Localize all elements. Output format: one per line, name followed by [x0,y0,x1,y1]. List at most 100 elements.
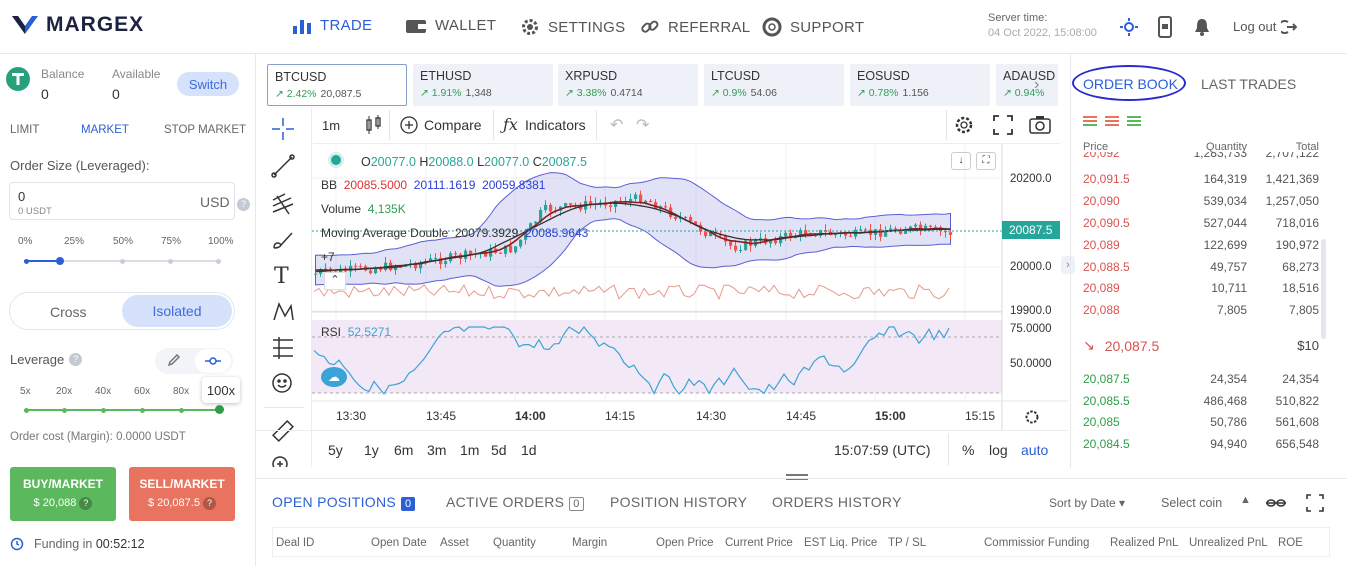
fullscreen-icon[interactable] [993,115,1013,138]
expand-panel-icon[interactable]: › [1061,256,1075,274]
range-6m[interactable]: 6m [394,442,414,458]
ticker-ltcusd[interactable]: LTCUSD ↗ 0.9% 54.06 [704,64,844,106]
pencil-icon[interactable] [167,353,181,370]
drag-handle-icon[interactable] [786,474,808,480]
sun-icon[interactable] [1120,18,1138,39]
tab-stop-market[interactable]: STOP MARKET [164,124,247,136]
log-toggle[interactable]: log [989,442,1008,458]
help-icon[interactable]: ? [69,353,83,366]
range-1d[interactable]: 1d [521,442,537,458]
logout-button[interactable]: Log out [1233,19,1298,34]
percent-slider[interactable] [24,256,221,265]
column-header[interactable]: Current Price [725,537,793,549]
help-icon[interactable]: ? [237,196,250,211]
tab-last-trades[interactable]: LAST TRADES [1201,76,1297,92]
sort-dropdown[interactable]: Sort by Date ▾ [1049,496,1126,510]
link-chain-icon[interactable] [1266,497,1286,511]
cross-option[interactable]: Cross [50,304,87,320]
fullscreen-icon[interactable] [1306,494,1324,515]
sell-market-button[interactable]: SELL/MARKET $ 20,087.5 ? [129,467,235,521]
view-bids-icon[interactable] [1127,116,1141,126]
interval-select[interactable]: 1m [322,118,341,133]
column-header[interactable]: Quantity [493,537,536,549]
ask-row[interactable]: 20,090 539,034 1,257,050 [1083,194,1319,208]
auto-toggle[interactable]: auto [1021,442,1049,458]
bid-row[interactable]: 20,085.5 486,468 510,822 [1083,394,1319,408]
undo-icon[interactable]: ↶ [610,117,624,134]
range-5y[interactable]: 5y [328,442,343,458]
utc-clock[interactable]: 15:07:59 (UTC) [834,442,931,458]
price-chart[interactable] [312,144,1068,430]
nav-settings[interactable]: SETTINGS [520,17,625,37]
column-header[interactable]: TP / SL [888,537,927,549]
chevron-right-icon[interactable]: › [1034,76,1040,93]
ask-row[interactable]: 20,088 7,805 7,805 [1083,303,1319,317]
ticker-btcusd[interactable]: BTCUSD ↗ 2.42% 20,087.5 [267,64,407,106]
tab-open-positions[interactable]: OPEN POSITIONS 0 [272,494,416,511]
ruler-icon[interactable] [271,419,295,446]
tab-market[interactable]: MARKET [81,124,129,136]
column-header[interactable]: Open Date [371,537,427,549]
column-header[interactable]: Margin [572,537,608,549]
more-indicators[interactable]: +7 [321,250,335,264]
ticker-eosusd[interactable]: EOSUSD ↗ 0.78% 1.156 [850,64,990,106]
ask-row[interactable]: 20,091.5 164,319 1,421,369 [1083,172,1319,186]
select-coin-dropdown[interactable]: Select coin [1161,496,1223,510]
leverage-slider[interactable] [24,405,224,414]
nav-trade[interactable]: TRADE [292,17,372,34]
range-1y[interactable]: 1y [364,442,379,458]
ask-row[interactable]: 20,090.5 527,044 718,016 [1083,216,1319,230]
compare-button[interactable]: Compare [400,116,482,134]
measure-icon[interactable] [271,336,295,363]
leverage-slider-handle[interactable] [215,405,224,414]
nav-referral[interactable]: REFERRAL [640,17,750,37]
isolated-option[interactable]: Isolated [122,295,232,327]
order-size-input[interactable]: 0 0 USDT USD [9,182,235,220]
emoji-icon[interactable] [271,372,293,397]
bell-icon[interactable] [1193,17,1211,40]
collapse-icon[interactable]: ⌃ [324,272,346,290]
axis-settings-icon[interactable] [1024,409,1040,428]
chart-settings-icon[interactable] [954,115,974,138]
redo-icon[interactable]: ↷ [636,117,650,134]
buy-market-button[interactable]: BUY/MARKET $ 20,088 ? [10,467,116,521]
column-header[interactable]: Asset [440,537,469,549]
view-both-icon[interactable] [1083,116,1097,126]
percent-slider-handle[interactable] [56,256,64,265]
percent-toggle[interactable]: % [962,442,975,458]
nav-support[interactable]: SUPPORT [762,17,864,37]
tab-active-orders[interactable]: ACTIVE ORDERS 0 [446,494,584,511]
logo[interactable]: MARGEX [10,12,144,38]
column-header[interactable]: Commissior Funding [984,537,1090,549]
cloud-icon[interactable]: ☁ [321,367,347,387]
view-asks-icon[interactable] [1105,116,1119,126]
column-header[interactable]: Unrealized PnL [1189,537,1268,549]
candles-icon[interactable] [365,115,383,138]
pattern-icon[interactable] [271,300,295,327]
ask-row[interactable]: 20,088.5 49,757 68,273 [1083,260,1319,274]
trendline-icon[interactable] [271,154,295,181]
column-header[interactable]: ROE [1278,537,1303,549]
tab-limit[interactable]: LIMIT [10,124,40,136]
column-header[interactable]: Open Price [656,537,714,549]
ticker-ethusd[interactable]: ETHUSD ↗ 1.91% 1,348 [413,64,553,106]
ask-row[interactable]: 20,089 10,711 18,516 [1083,281,1319,295]
switch-button[interactable]: Switch [177,72,239,96]
expand-icon[interactable]: ⛶ [976,152,996,170]
column-header[interactable]: Deal ID [276,537,315,549]
range-1m[interactable]: 1m [460,442,480,458]
mobile-icon[interactable] [1158,16,1172,41]
ask-row[interactable]: 20,092 1,283,733 2,707,122 [1083,152,1319,160]
range-3m[interactable]: 3m [427,442,447,458]
slider-mode-icon[interactable] [195,349,231,373]
arrow-down-icon[interactable]: ↓ [951,152,971,170]
column-header[interactable]: Realized PnL [1110,537,1179,549]
tab-orders-history[interactable]: ORDERS HISTORY [772,494,902,510]
column-header[interactable]: EST Liq. Price [804,537,878,549]
bid-row[interactable]: 20,085 50,786 561,608 [1083,415,1319,429]
indicators-button[interactable]: ƒx Indicators [503,115,586,134]
scrollbar[interactable] [1321,239,1326,339]
nav-wallet[interactable]: WALLET [405,17,496,34]
ticker-adausd[interactable]: ADAUSD ↗ 0.94% [996,64,1058,106]
range-5d[interactable]: 5d [491,442,507,458]
